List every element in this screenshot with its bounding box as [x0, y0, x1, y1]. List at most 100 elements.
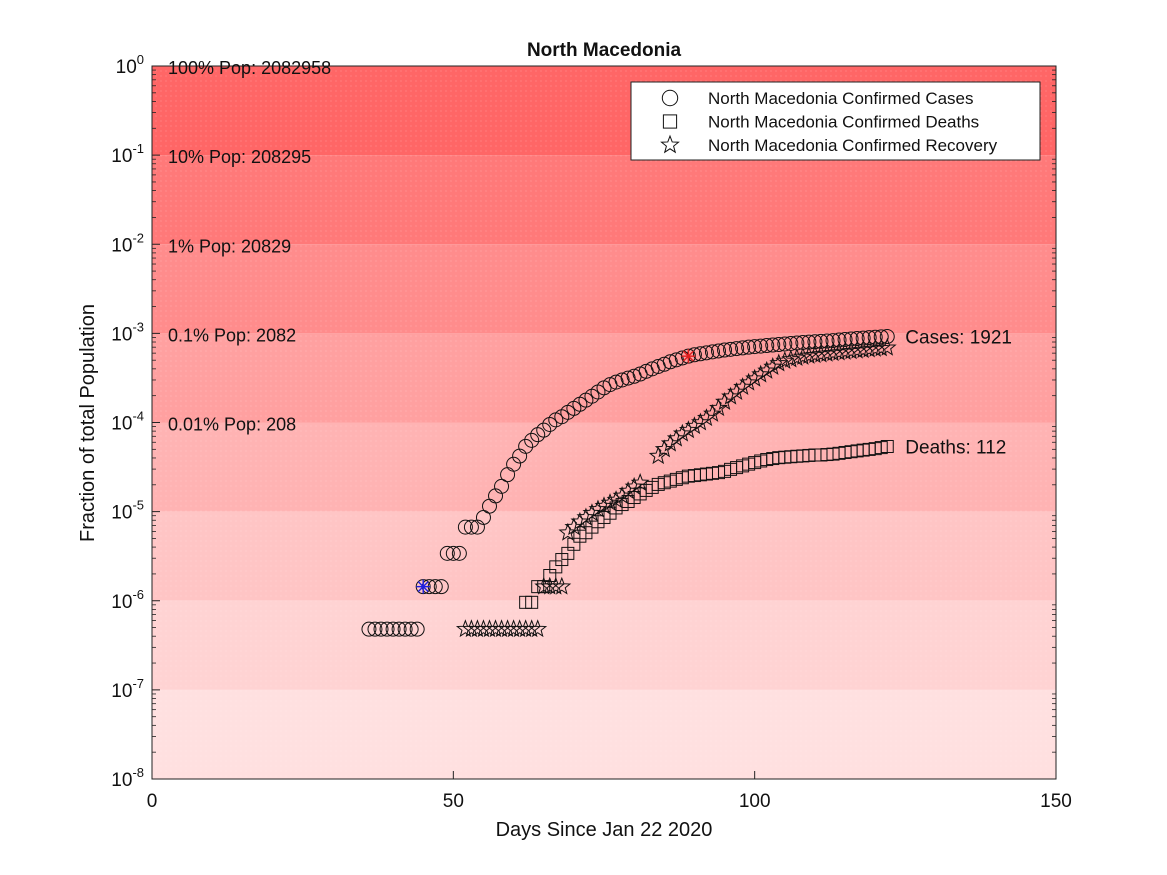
star-point-38 [697, 408, 716, 427]
y-tick-power: -4 [132, 409, 144, 424]
circle-point-26 [518, 438, 534, 454]
y-tick-power: -5 [132, 498, 144, 513]
star-point-18 [564, 517, 584, 536]
circle-point-6 [397, 621, 413, 637]
star-point-34 [672, 423, 692, 442]
circle-point-2 [373, 621, 389, 637]
circle-point-67 [765, 337, 781, 353]
circle-point-64 [747, 339, 763, 355]
star-point-21 [582, 503, 602, 522]
star-point-29 [630, 473, 650, 491]
legend: North Macedonia Confirmed Cases North Mac… [630, 81, 1041, 161]
circle-point-69 [777, 336, 793, 352]
circle-point-55 [692, 346, 708, 362]
circle-point-4 [385, 621, 401, 637]
star-point-67 [871, 338, 891, 357]
circle-point-17 [463, 519, 479, 535]
circle-point-0 [361, 621, 377, 637]
y-tick-power: -3 [132, 319, 144, 334]
square-point-1 [525, 595, 539, 609]
y-tick-label-7: 10-7 [111, 676, 144, 702]
circle-point-61 [729, 341, 745, 357]
x-tick-label-3: 150 [1040, 791, 1072, 812]
circle-point-63 [741, 339, 757, 355]
star-point-48 [757, 360, 777, 379]
star-point-43 [727, 382, 747, 401]
star-point-51 [775, 351, 795, 370]
star-point-26 [612, 486, 632, 504]
y-tick-power: 0 [137, 52, 144, 67]
x-tick-label-0: 0 [147, 791, 158, 812]
y-axis-label: Fraction of total Population [77, 304, 99, 542]
circle-point-41 [608, 374, 624, 390]
star-point-32 [660, 433, 680, 452]
circle-point-22 [494, 478, 510, 494]
y-tick-label-8: 10-8 [111, 765, 144, 791]
circle-point-57 [704, 344, 720, 360]
square-point-60 [880, 439, 894, 453]
star-point-65 [859, 339, 879, 358]
circle-point-85 [873, 329, 889, 345]
legend-label-1: North Macedonia Confirmed Deaths [708, 113, 979, 132]
y-tick-power: -1 [132, 141, 144, 156]
star-point-28 [624, 476, 644, 495]
circle-point-79 [837, 331, 853, 347]
y-tick-base: 10 [111, 503, 132, 524]
band-label-1: 10% Pop: 208295 [168, 147, 311, 167]
circle-point-65 [753, 338, 769, 354]
x-tick-label-2: 100 [739, 791, 771, 812]
star-point-44 [733, 377, 753, 396]
end-label-0: Cases: 1921 [905, 328, 1012, 349]
y-tick-power: -6 [132, 587, 144, 602]
legend-marker-star [660, 134, 680, 154]
band-label-0: 100% Pop: 2082958 [168, 58, 331, 78]
star-point-52 [781, 349, 801, 368]
data-markers [361, 329, 897, 638]
circle-point-56 [698, 345, 714, 361]
circle-point-16 [457, 519, 473, 535]
circle-point-50 [662, 354, 678, 370]
y-tick-base: 10 [111, 414, 132, 435]
circle-point-75 [813, 333, 829, 349]
band-labels: 100% Pop: 2082958 10% Pop: 208295 1% Pop: … [168, 58, 331, 435]
circle-point-62 [735, 340, 751, 356]
y-tick-base: 10 [111, 235, 132, 256]
star-point-33 [666, 428, 686, 447]
y-tick-label-0: 100 [116, 52, 144, 78]
circle-point-3 [379, 621, 395, 637]
y-tick-base: 10 [111, 324, 132, 345]
circle-point-81 [849, 331, 865, 347]
star-point-47 [751, 364, 771, 383]
circle-point-66 [759, 338, 775, 354]
circle-point-12 [433, 579, 449, 595]
circle-point-86 [879, 329, 895, 345]
star-point-42 [721, 386, 740, 405]
chart-text: North Macedonia Days Since Jan 22 2020 F… [77, 40, 712, 841]
star-point-41 [715, 392, 734, 410]
star-point-22 [588, 499, 608, 518]
x-tick-label-1: 50 [443, 791, 464, 812]
y-tick-label-4: 10-4 [111, 409, 144, 435]
circle-point-30 [542, 416, 558, 432]
y-tick-base: 10 [116, 57, 137, 78]
circle-point-15 [451, 545, 467, 561]
circle-point-29 [536, 422, 552, 438]
y-tick-base: 10 [111, 681, 132, 702]
circle-point-83 [861, 330, 877, 346]
star-point-25 [606, 490, 626, 509]
y-tick-label-3: 10-3 [111, 319, 144, 345]
star-point-37 [690, 412, 710, 431]
circle-point-14 [445, 545, 461, 561]
circle-point-68 [771, 337, 787, 353]
circle-point-51 [668, 352, 684, 368]
star-point-20 [576, 507, 596, 526]
y-tick-label-5: 10-5 [111, 498, 144, 524]
star-point-31 [654, 439, 674, 458]
star-point-19 [570, 511, 590, 530]
circle-point-76 [819, 333, 835, 349]
x-axis-label: Days Since Jan 22 2020 [496, 819, 713, 841]
circle-point-60 [723, 341, 739, 357]
circle-point-82 [855, 330, 871, 346]
y-tick-power: -8 [132, 765, 144, 780]
